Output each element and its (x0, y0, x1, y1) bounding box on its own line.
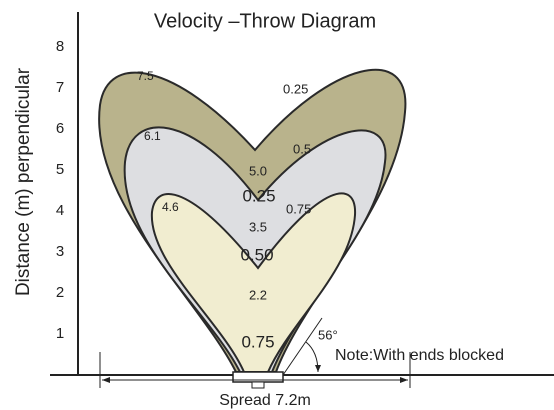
y-tick-label: 7 (56, 79, 64, 96)
throw-label: 7.5 (137, 69, 154, 83)
center-label: 0.50 (240, 245, 273, 264)
title: Velocity –Throw Diagram (154, 10, 376, 32)
note: Note:With ends blocked (335, 347, 504, 364)
angle-arrow (315, 365, 321, 372)
angle-ray (282, 317, 323, 376)
nozzle-neck (251, 381, 265, 389)
throw-label: 4.6 (162, 200, 179, 214)
center-label: 0.75 (241, 332, 274, 351)
angle-label: 56° (318, 327, 338, 342)
center-label: 3.5 (249, 219, 267, 234)
center-label: 2.2 (249, 287, 267, 302)
y-tick-label: 1 (56, 325, 64, 342)
center-label: 0.25 (242, 186, 275, 205)
center-label: 5.0 (249, 163, 267, 178)
inner-zone (150, 192, 357, 373)
throw-label: 6.1 (144, 129, 161, 143)
velocity-label: 0.75 (286, 201, 311, 216)
velocity-label: 0.5 (293, 141, 311, 156)
y-tick-label: 4 (56, 202, 64, 219)
spread-label: Spread 7.2m (219, 392, 311, 409)
spread-label-bg (200, 392, 330, 408)
y-axis-label: Distance (m) perpendicular (13, 67, 34, 296)
y-tick-label: 8 (56, 38, 64, 55)
y-tick-label: 3 (56, 243, 64, 260)
y-tick-label: 6 (56, 120, 64, 137)
velocity-label: 0.25 (283, 81, 308, 96)
y-tick-label: 5 (56, 161, 64, 178)
y-tick-label: 2 (56, 284, 64, 301)
middle-zone (123, 126, 387, 373)
